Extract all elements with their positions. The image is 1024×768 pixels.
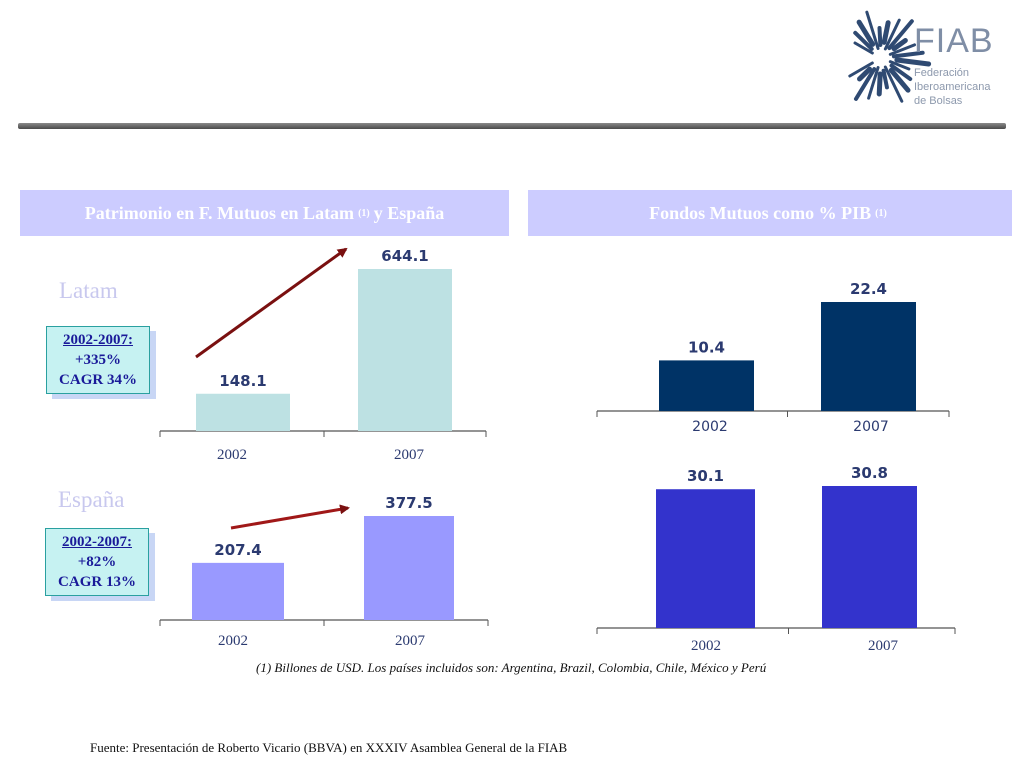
logo-ray — [894, 57, 932, 67]
x-tick-label: 2007 — [394, 447, 425, 463]
espana-growth-box: 2002-2007: +82% CAGR 13% — [45, 528, 149, 596]
x-tick-label: 2007 — [853, 419, 889, 435]
growth-cagr: CAGR 13% — [58, 574, 136, 590]
logo-ray — [877, 26, 883, 48]
logo-subtitle-line: de Bolsas — [914, 95, 963, 107]
bar-value-label: 22.4 — [850, 280, 887, 298]
bar — [192, 562, 284, 620]
right-panel-header: Fondos Mutuos como % PIB (1) — [528, 190, 1012, 236]
x-tick-label: 2002 — [692, 419, 728, 435]
latam-pib-chart: 10.4 2002 22.4 2007 — [596, 280, 950, 435]
bar — [659, 360, 754, 411]
latam-patrimonio-chart: 148.1 2002 644.1 2007 — [159, 247, 487, 463]
logo-ray — [889, 63, 913, 82]
growth-increase: +82% — [77, 554, 117, 570]
source-note: Fuente: Presentación de Roberto Vicario … — [90, 740, 568, 755]
fiab-logo-icon — [848, 10, 932, 103]
bar-value-label: 377.5 — [385, 494, 432, 512]
espana-pib-chart: 30.1 2002 30.8 2007 — [596, 464, 956, 654]
logo-ray — [848, 61, 874, 78]
logo-subtitle: Federación Iberoamericana de Bolsas — [914, 66, 990, 108]
logo-ray — [853, 41, 874, 55]
latam-label: Latam — [59, 278, 118, 303]
bar-value-label: 30.8 — [851, 464, 888, 482]
espana-growth-arrow — [230, 504, 350, 530]
logo-ray — [891, 50, 925, 59]
logo-ray — [865, 10, 880, 50]
bar-value-label: 207.4 — [214, 541, 261, 559]
bar-value-label: 30.1 — [687, 467, 724, 485]
logo-name: FIAB — [914, 22, 994, 60]
logo-ray — [876, 71, 883, 97]
logo-ray — [856, 19, 876, 47]
logo-ray — [888, 43, 917, 56]
x-tick-label: 2007 — [868, 638, 899, 654]
logo-ray — [881, 20, 891, 45]
bar — [196, 393, 290, 431]
header-divider — [18, 123, 1006, 129]
logo-ray — [853, 67, 877, 101]
espana-patrimonio-chart: 207.4 2002 377.5 2007 — [159, 494, 489, 649]
growth-increase: +335% — [74, 352, 122, 368]
bar-value-label: 148.1 — [219, 372, 266, 390]
logo-ray — [888, 67, 911, 93]
bar — [358, 269, 452, 431]
logo-ray — [881, 68, 889, 90]
logo-ray — [883, 18, 901, 51]
latam-growth-box: 2002-2007: +335% CAGR 34% — [46, 326, 150, 394]
x-tick-label: 2002 — [217, 447, 247, 463]
x-tick-label: 2007 — [395, 633, 426, 649]
bar — [364, 516, 454, 620]
growth-period: 2002-2007: — [62, 534, 132, 550]
bar — [821, 302, 916, 411]
right-panel-title: Fondos Mutuos como % PIB — [649, 202, 872, 223]
footnote: (1) Billones de USD. Los países incluido… — [256, 660, 767, 675]
bar — [822, 486, 917, 628]
growth-cagr: CAGR 34% — [59, 372, 137, 388]
logo-ray — [891, 37, 908, 52]
espana-label: España — [58, 487, 125, 512]
growth-period: 2002-2007: — [63, 332, 133, 348]
x-tick-label: 2002 — [691, 638, 721, 654]
logo-ray — [887, 19, 914, 51]
bar-value-label: 644.1 — [381, 247, 428, 265]
latam-growth-arrow — [195, 247, 348, 359]
logo-subtitle-line: Iberoamericana — [914, 81, 991, 93]
logo-ray — [888, 60, 911, 71]
left-panel-header: Patrimonio en F. Mutuos en Latam (1) y E… — [20, 190, 509, 236]
logo-ray — [853, 30, 874, 51]
right-panel-title-note: (1) — [875, 207, 887, 219]
bar-value-label: 10.4 — [688, 338, 725, 356]
left-panel-title-suffix: y España — [373, 202, 445, 223]
logo-ray — [867, 66, 880, 100]
x-tick-label: 2002 — [218, 633, 248, 649]
left-panel-title-note: (1) — [358, 207, 370, 219]
left-panel-title: Patrimonio en F. Mutuos en Latam — [84, 202, 355, 223]
bar — [656, 489, 755, 628]
logo-ray — [883, 65, 904, 103]
logo-subtitle-line: Federación — [914, 67, 970, 79]
logo-ray — [857, 66, 873, 82]
